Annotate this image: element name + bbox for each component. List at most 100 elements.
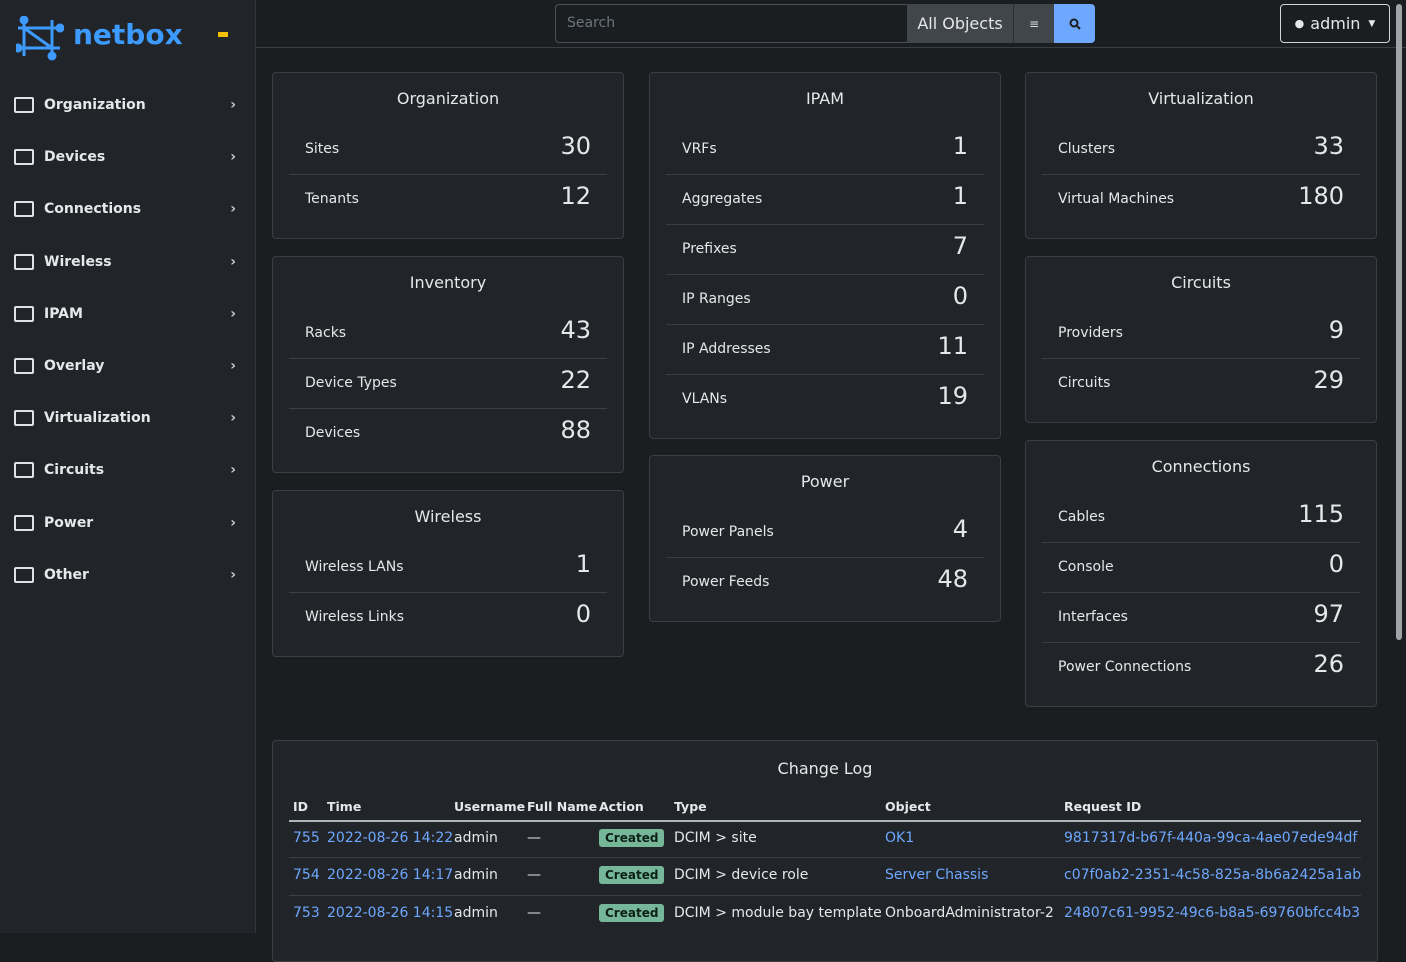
stat-count: 88 [560,416,591,444]
stat-row[interactable]: Power Connections 26 [1042,642,1360,692]
cell-type: DCIM > device role [674,867,809,883]
stat-row[interactable]: Racks 43 [289,308,607,359]
menu-item[interactable]: Other › [14,563,240,587]
stat-row[interactable]: VLANs 19 [666,374,984,424]
menu-icon [14,462,34,479]
stat-row[interactable]: Clusters 33 [1042,124,1360,175]
menu-item[interactable]: Devices › [14,145,240,169]
stat-row[interactable]: Power Panels 4 [666,507,984,558]
row-separator [289,857,1361,858]
logo-icon [16,16,64,61]
menu-icon [14,514,34,531]
stat-label: Interfaces [1058,609,1128,625]
stat-label: VRFs [682,141,717,157]
stat-label: Power Panels [682,524,774,540]
stat-row[interactable]: Device Types 22 [289,358,607,409]
stat-count: 1 [575,550,591,578]
card-title: Inventory [409,273,487,292]
column-header: Username [454,799,526,814]
stat-row[interactable]: IP Ranges 0 [666,274,984,325]
menu-icon [14,358,34,374]
stat-label: IP Ranges [682,291,751,307]
brand: netbox [73,18,183,51]
chevron: › [230,201,236,218]
scrollbar[interactable] [1396,4,1402,640]
stat-label: VLANs [682,391,728,407]
stat-label: Console [1058,559,1114,575]
cell-time[interactable]: 2022-08-26 14:17 [327,867,454,883]
stat-row[interactable]: Interfaces 97 [1042,592,1360,643]
stat-row[interactable]: Console 0 [1042,542,1360,593]
stat-row[interactable]: Cables 115 [1042,492,1360,543]
filter-button[interactable]: ≡ [1013,4,1054,43]
cell-full-name: — [527,830,541,846]
cell-request-id[interactable]: c07f0ab2-2351-4c58-825a-8b6a2425a1ab [1064,867,1362,883]
row-separator [289,895,1361,896]
stat-label: Power Feeds [682,574,770,590]
stat-row[interactable]: VRFs 1 [666,124,984,175]
stat-row[interactable]: Devices 88 [289,408,607,458]
topbar: Search All Objects ≡ ● admin ▼ [256,0,1406,48]
cell-full-name: — [527,905,541,921]
menu-label: IPAM [44,305,83,322]
stat-row[interactable]: IP Addresses 11 [666,324,984,375]
cell-request-id[interactable]: 24807c61-9952-49c6-b8a5-69760bfcc4b3 [1064,905,1361,921]
summary-card: Organization Sites 30 Tenants 12 [272,72,624,239]
stat-row[interactable]: Aggregates 1 [666,174,984,225]
chevron: › [230,305,236,322]
stat-label: Aggregates [682,191,763,207]
stat-count: 19 [937,382,968,410]
cell-object[interactable]: OK1 [885,830,915,846]
search-input[interactable]: Search [555,4,908,43]
user-button[interactable]: ● admin ▼ [1280,4,1390,43]
stat-row[interactable]: Wireless Links 0 [289,592,607,642]
chevron: › [230,253,236,270]
stat-count: 26 [1313,650,1344,678]
stat-row[interactable]: Sites 30 [289,124,607,175]
menu-item[interactable]: Connections › [14,197,240,221]
stat-count: 7 [952,232,968,260]
menu-item[interactable]: Wireless › [14,250,240,274]
menu-item[interactable]: Organization › [14,93,240,117]
stat-row[interactable]: Providers 9 [1042,308,1360,359]
search-button[interactable] [1054,4,1095,43]
menu-label: Devices [44,149,106,166]
stat-row[interactable]: Circuits 29 [1042,358,1360,408]
scope-button[interactable]: All Objects [907,4,1013,43]
pin[interactable] [218,32,228,37]
summary-card: Virtualization Clusters 33 Virtual Machines… [1025,72,1377,239]
changelog-card: Change Log [272,740,1378,962]
card-title: Organization [396,89,500,108]
cell-time[interactable]: 2022-08-26 14:22 [327,830,454,846]
stat-row[interactable]: Power Feeds 48 [666,557,984,607]
stat-count: 9 [1328,316,1344,344]
cell-id[interactable]: 755 [293,830,320,846]
summary-card: Wireless Wireless LANs 1 Wireless Links 0 [272,490,624,657]
menu-icon [14,253,34,270]
summary-card: Connections Cables 115 Console 0 Interfaces 97… [1025,440,1377,707]
table-header-rule [289,820,1361,822]
cell-object[interactable]: Server Chassis [885,867,989,883]
stat-count: 1 [952,132,968,160]
user-icon: ● [1294,17,1305,30]
menu-item[interactable]: Virtualization › [14,406,240,430]
cell-action: Created [599,829,665,847]
column-header: Type [674,799,707,814]
cell-id[interactable]: 753 [293,905,320,921]
stat-row[interactable]: Virtual Machines 180 [1042,174,1360,224]
column-header: ID [293,799,309,814]
menu-item[interactable]: Power › [14,511,240,535]
menu-item[interactable]: Overlay › [14,354,240,378]
cell-id[interactable]: 754 [293,867,320,883]
stat-row[interactable]: Prefixes 7 [666,224,984,275]
stat-row[interactable]: Tenants 12 [289,174,607,224]
stat-count: 0 [575,600,591,628]
menu-label: Overlay [44,358,105,374]
stat-row[interactable]: Wireless LANs 1 [289,542,607,593]
cell-time[interactable]: 2022-08-26 14:15 [327,905,454,921]
menu-item[interactable]: IPAM › [14,302,240,326]
stat-label: Racks [305,325,347,341]
cell-request-id[interactable]: 9817317d-b67f-440a-99ca-4ae07ede94df [1064,830,1358,846]
column-header: Full Name [527,799,598,814]
menu-item[interactable]: Circuits › [14,458,240,482]
